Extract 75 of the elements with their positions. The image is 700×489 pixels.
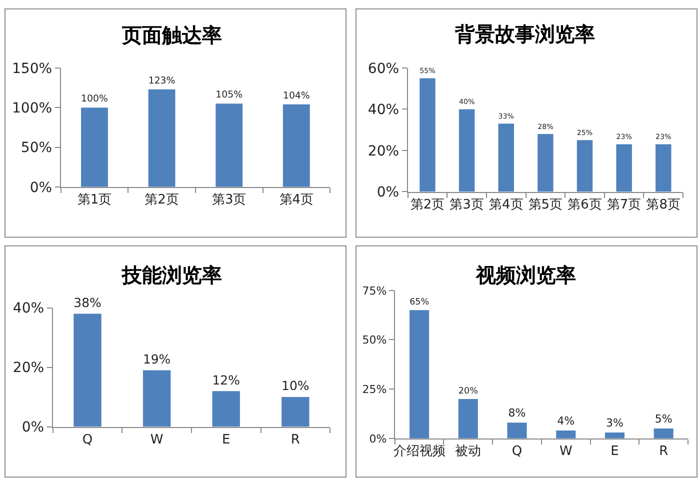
x-tick-label: 第7页 — [606, 197, 642, 212]
bar — [507, 422, 527, 438]
data-label: 123% — [148, 75, 176, 86]
y-tick-label: 0% — [22, 420, 44, 436]
data-label: 12% — [212, 372, 240, 388]
x-tick-label: 第2页 — [144, 192, 179, 208]
x-tick-label: 第4页 — [279, 192, 314, 208]
data-label: 105% — [216, 90, 243, 101]
chart-title: 技能浏览率 — [121, 263, 222, 287]
y-tick-label: 40% — [12, 300, 44, 317]
y-tick-label: 75% — [362, 284, 387, 298]
y-tick-label: 40% — [368, 102, 400, 118]
data-label: 20% — [458, 386, 478, 397]
x-tick-label: Q — [512, 444, 522, 460]
data-label: 100% — [81, 94, 108, 105]
bar — [148, 89, 176, 187]
chart-title: 背景故事浏览率 — [454, 22, 595, 46]
y-tick-label: 20% — [368, 143, 400, 160]
data-label: 104% — [282, 90, 310, 102]
x-tick-label: 第1页 — [77, 192, 112, 208]
bar — [458, 109, 475, 192]
data-label: 19% — [142, 351, 171, 366]
x-tick-label: 被动 — [455, 444, 482, 460]
x-tick-label: Q — [82, 432, 93, 448]
x-tick-label: 介绍视频 — [393, 444, 446, 460]
y-tick-label: 0% — [30, 180, 52, 196]
bar — [616, 144, 632, 192]
y-tick-label: 60% — [368, 60, 400, 77]
x-tick-label: 第3页 — [212, 192, 246, 208]
bar — [458, 398, 478, 438]
y-tick-label: 50% — [362, 334, 387, 347]
bar — [282, 397, 310, 427]
x-tick-label: 第5页 — [528, 197, 563, 212]
bar — [654, 428, 674, 438]
y-tick-label: 0% — [369, 432, 387, 446]
data-label: 10% — [282, 378, 310, 394]
x-tick-label: R — [659, 444, 668, 460]
bar — [604, 432, 625, 438]
bar — [74, 314, 102, 427]
y-tick-label: 50% — [20, 140, 52, 156]
bar — [216, 104, 243, 187]
data-label: 38% — [74, 294, 102, 310]
data-label: 8% — [508, 406, 526, 420]
bar — [656, 144, 672, 192]
data-label: 3% — [606, 416, 624, 430]
y-tick-label: 25% — [362, 382, 387, 396]
x-tick-label: 第4页 — [488, 197, 524, 212]
bar — [576, 140, 593, 192]
y-tick-label: 100% — [12, 100, 52, 116]
bar — [282, 104, 310, 187]
bar — [212, 391, 240, 427]
x-tick-label: 第8页 — [646, 197, 681, 212]
data-label: 4% — [557, 414, 575, 428]
x-tick-label: E — [222, 432, 230, 448]
x-tick-label: W — [150, 432, 164, 448]
chart-title: 视频浏览率 — [475, 263, 576, 287]
x-tick-label: 第6页 — [568, 197, 602, 212]
x-tick-label: R — [290, 432, 300, 448]
chart-title: 页面触达率 — [121, 23, 222, 47]
y-tick-label: 0% — [376, 184, 400, 201]
bar — [81, 108, 108, 187]
bar — [420, 78, 436, 192]
data-label: 65% — [410, 298, 430, 308]
y-tick-label: 20% — [12, 360, 44, 376]
x-tick-label: E — [610, 444, 619, 460]
x-tick-label: 第3页 — [450, 197, 484, 212]
x-tick-label: 第2页 — [410, 197, 445, 212]
bar — [538, 134, 554, 192]
bar — [410, 310, 430, 438]
bar — [498, 124, 514, 192]
data-label: 5% — [654, 412, 672, 426]
x-tick-label: W — [559, 444, 572, 460]
bar — [556, 430, 576, 438]
bar — [142, 370, 171, 427]
y-tick-label: 150% — [12, 60, 52, 77]
